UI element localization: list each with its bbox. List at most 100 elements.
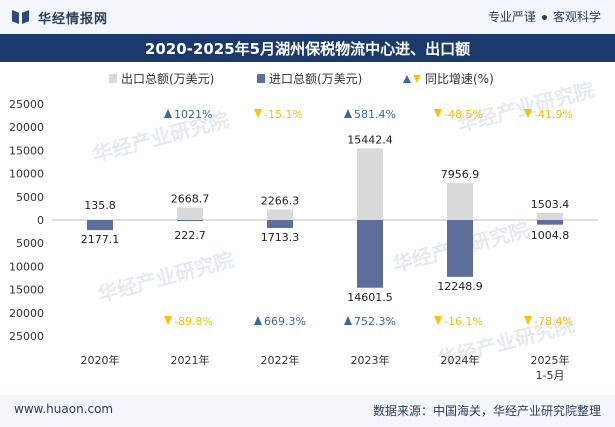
export-value-label: 2266.3: [261, 194, 300, 207]
import-yoy-label-text: -16.1%: [444, 315, 483, 328]
export-yoy-label: -41.9%: [524, 108, 573, 121]
tagline-2: 客观科学: [552, 10, 601, 24]
export-value-label: 135.8: [84, 199, 116, 212]
y-tick-label: 25000: [9, 330, 44, 343]
tagline: 专业严谨 客观科学: [488, 8, 601, 25]
export-value-label: 1503.4: [531, 198, 570, 211]
import-yoy-label: 669.3%: [254, 315, 306, 328]
import-yoy-label-text: -78.4%: [534, 315, 573, 328]
import-value-label: 1004.8: [531, 229, 570, 242]
legend-down-triangle-icon: [413, 75, 421, 83]
title-bar: 2020-2025年5月湖州保税物流中心进、出口额: [0, 34, 615, 62]
footer-website: www.huaon.com: [14, 402, 114, 416]
import-value-label: 12248.9: [437, 280, 483, 293]
x-tick-label: 2022年: [261, 353, 300, 367]
y-tick-label: 25000: [9, 98, 44, 111]
up-triangle-icon: [344, 316, 352, 325]
import-bar: [537, 220, 563, 225]
export-yoy-label: -15.1%: [254, 108, 303, 121]
legend-yoy-label: 同比增速(%): [425, 72, 494, 86]
legend-import-swatch: [257, 74, 265, 83]
chart-title: 2020-2025年5月湖州保税物流中心进、出口额: [144, 40, 471, 58]
export-yoy-label-text: 581.4%: [354, 108, 396, 121]
down-triangle-icon: [434, 316, 442, 325]
x-tick-label: 2025年: [531, 353, 570, 367]
import-value-label: 1713.3: [261, 231, 300, 244]
export-value-label: 15442.4: [347, 133, 393, 146]
chart-area: 华经产业研究院华经产业研究院华经产业研究院华经产业研究院华经产业研究院 出口总额…: [9, 72, 598, 382]
export-bar: [87, 219, 113, 221]
down-triangle-icon: [254, 109, 262, 118]
x-tick-label: 1-5月: [536, 369, 565, 382]
export-bar: [177, 207, 203, 220]
up-triangle-icon: [164, 109, 172, 118]
import-yoy-label: -16.1%: [434, 315, 483, 328]
import-value-label: 2177.1: [81, 233, 120, 246]
down-triangle-icon: [164, 316, 172, 325]
x-tick-label: 2023年: [351, 353, 390, 367]
import-bar: [177, 220, 203, 222]
export-value-label: 2668.7: [171, 193, 210, 206]
y-tick-label: 0: [37, 214, 44, 227]
x-tick-label: 2021年: [171, 353, 210, 367]
y-tick-label: 5000: [16, 237, 44, 250]
data-labels: 135.8 2177.1 2668.7 222.7 1021% -89.8% 2266.3 1…: [81, 108, 573, 328]
x-tick-label: 2024年: [441, 353, 480, 367]
down-triangle-icon: [524, 316, 532, 325]
brand-name: 华经情报网: [38, 12, 109, 27]
export-bar: [357, 148, 383, 220]
x-axis: 2020年 2021年 2022年 2023年 2024年 2025年 1-5月: [81, 353, 570, 382]
export-value-label: 7956.9: [441, 168, 480, 181]
watermark-text: 华经产业研究院: [95, 247, 236, 306]
export-bar: [447, 183, 473, 220]
y-tick-label: 10000: [9, 168, 44, 181]
top-bar: 华经情报网 专业严谨 客观科学: [0, 0, 615, 34]
import-yoy-label: -78.4%: [524, 315, 573, 328]
tagline-1: 专业严谨: [487, 10, 536, 24]
y-tick-label: 10000: [9, 260, 44, 273]
x-tick-label: 2020年: [81, 353, 120, 367]
up-triangle-icon: [344, 109, 352, 118]
import-value-label: 222.7: [174, 229, 206, 242]
import-yoy-label: -89.8%: [164, 315, 213, 328]
export-yoy-label: 1021%: [164, 108, 212, 121]
bullet-icon: [541, 15, 547, 20]
export-yoy-label-text: -48.5%: [444, 108, 483, 121]
footer-source: 数据来源：中国海关，华经产业研究院整理: [372, 404, 601, 418]
legend-export-label: 出口总额(万美元): [121, 72, 214, 86]
y-axis: 25000 20000 15000 10000 5000 0 5000 10000 15000 2…: [9, 98, 598, 343]
import-bar: [447, 220, 473, 277]
legend-up-triangle-icon: [403, 75, 411, 83]
footer: www.huaon.com 数据来源：中国海关，华经产业研究院整理: [0, 395, 615, 427]
brand-logo-icon: [12, 10, 30, 24]
import-value-label: 14601.5: [347, 291, 393, 304]
down-triangle-icon: [524, 109, 532, 118]
export-yoy-label: 581.4%: [344, 108, 396, 121]
legend-import-label: 进口总额(万美元): [269, 72, 362, 86]
import-yoy-label-text: -89.8%: [174, 315, 213, 328]
export-yoy-label-text: -41.9%: [534, 108, 573, 121]
import-yoy-label: 752.3%: [344, 315, 396, 328]
watermarks: 华经产业研究院华经产业研究院华经产业研究院华经产业研究院华经产业研究院: [90, 77, 596, 371]
export-bar: [537, 213, 563, 220]
import-yoy-label-text: 669.3%: [264, 315, 306, 328]
legend-export-swatch: [109, 74, 117, 83]
import-yoy-label-text: 752.3%: [354, 315, 396, 328]
export-yoy-label-text: -15.1%: [264, 108, 303, 121]
import-bar: [267, 220, 293, 228]
bars: [87, 148, 563, 288]
import-bar: [357, 220, 383, 288]
y-tick-label: 5000: [16, 191, 44, 204]
legend: 出口总额(万美元) 进口总额(万美元) 同比增速(%): [109, 72, 494, 86]
export-bar: [267, 209, 293, 220]
y-tick-label: 15000: [9, 284, 44, 297]
y-tick-label: 20000: [9, 307, 44, 320]
import-bar: [87, 220, 113, 231]
down-triangle-icon: [434, 109, 442, 118]
up-triangle-icon: [254, 316, 262, 325]
y-tick-label: 20000: [9, 121, 44, 134]
export-yoy-label: -48.5%: [434, 108, 483, 121]
y-tick-label: 15000: [9, 144, 44, 157]
export-yoy-label-text: 1021%: [174, 108, 212, 121]
